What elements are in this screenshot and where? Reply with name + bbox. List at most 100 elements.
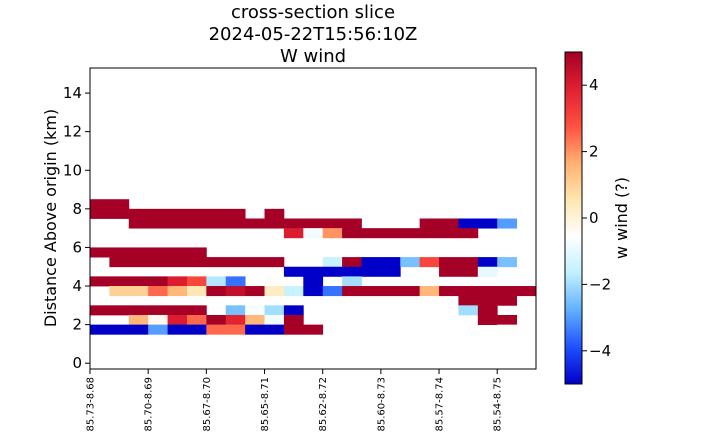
y-tick-label: 6 bbox=[72, 238, 82, 256]
heatmap-cell bbox=[167, 286, 188, 297]
title-line-2: 2024-05-22T15:56:10Z bbox=[209, 24, 418, 45]
heatmap-cell bbox=[458, 295, 517, 306]
heatmap-cell bbox=[283, 324, 324, 335]
colorbar-label: w wind (?) bbox=[612, 177, 631, 259]
x-tick-label: -85.54-8.75 bbox=[493, 377, 504, 432]
heatmap-cell bbox=[458, 218, 498, 229]
heatmap-cell bbox=[245, 305, 265, 316]
y-tick-label: 10 bbox=[63, 161, 82, 179]
heatmap-cell bbox=[264, 286, 285, 297]
y-axis: 0 2 4 6 8 10 12 14 bbox=[63, 84, 90, 372]
heatmap-cell bbox=[90, 208, 130, 219]
heatmap-cell bbox=[419, 257, 440, 268]
heatmap-cell bbox=[477, 305, 498, 316]
y-tick-label: 2 bbox=[72, 316, 82, 334]
heatmap-cell bbox=[439, 257, 479, 268]
heatmap-cell bbox=[128, 314, 149, 326]
y-tick-label: 0 bbox=[72, 354, 82, 372]
heatmap-cell bbox=[342, 276, 362, 287]
y-tick-label: 14 bbox=[63, 84, 82, 102]
x-tick-label: -85.65-8.71 bbox=[260, 377, 271, 432]
heatmap-cell bbox=[245, 314, 265, 326]
heatmap-cell bbox=[477, 314, 518, 326]
heatmap-cell bbox=[264, 208, 285, 219]
heatmap-cell bbox=[303, 228, 324, 239]
heatmap-cell bbox=[186, 314, 207, 326]
colorbar-tick-label: 2 bbox=[589, 143, 599, 161]
heatmap-cell bbox=[90, 199, 130, 210]
heatmap-cell bbox=[245, 324, 285, 335]
heatmap-cell bbox=[303, 276, 324, 287]
heatmap-cell bbox=[264, 276, 285, 287]
heatmap-cell bbox=[342, 257, 362, 268]
x-axis: -85.73-8.68 -85.70-8.69 -85.67-8.70 -85.65-… bbox=[86, 369, 504, 432]
heatmap-cell bbox=[283, 314, 304, 326]
heatmap-cell bbox=[225, 305, 246, 316]
heatmap-cell bbox=[400, 257, 421, 268]
heatmap-cell bbox=[206, 324, 246, 335]
heatmap-cell bbox=[148, 286, 168, 297]
x-tick-label: -85.70-8.69 bbox=[144, 377, 155, 432]
heatmap-cell bbox=[90, 305, 207, 316]
heatmap-cell bbox=[128, 218, 362, 229]
heatmap-cell bbox=[148, 314, 168, 326]
heatmap-cell bbox=[322, 286, 343, 297]
heatmap-cell bbox=[439, 286, 537, 297]
heatmap-cell bbox=[167, 314, 188, 326]
colorbar-ticks: −4 −2 0 2 4 bbox=[582, 76, 611, 360]
heatmap-cell bbox=[342, 286, 421, 297]
heatmap-cell bbox=[128, 208, 246, 219]
heatmap-cell bbox=[245, 286, 265, 297]
heatmap-cell bbox=[186, 286, 207, 297]
heatmap-cell bbox=[303, 286, 324, 297]
x-tick-label: -85.60-8.73 bbox=[376, 377, 387, 432]
heatmap-cell bbox=[90, 324, 149, 335]
heatmap-cell bbox=[497, 218, 518, 229]
heatmap-cell bbox=[167, 276, 188, 287]
title-line-1: cross-section slice bbox=[231, 2, 395, 23]
heatmap-cell bbox=[419, 218, 459, 229]
y-tick-label: 4 bbox=[72, 277, 82, 295]
x-tick-label: -85.62-8.72 bbox=[318, 377, 329, 432]
heatmap-cell bbox=[109, 286, 149, 297]
heatmap-cell bbox=[206, 286, 227, 297]
x-tick-label: -85.73-8.68 bbox=[86, 377, 97, 432]
colorbar bbox=[564, 51, 583, 385]
colorbar-tick-label: 4 bbox=[589, 76, 599, 94]
heatmap-cell bbox=[186, 276, 207, 287]
heatmap-cell bbox=[322, 257, 343, 268]
x-tick-label: -85.57-8.74 bbox=[435, 377, 446, 432]
heatmap-cell bbox=[361, 257, 401, 268]
heatmap-cell bbox=[206, 276, 227, 287]
colorbar-tick-label: −2 bbox=[589, 275, 611, 293]
colorbar-tick-label: −4 bbox=[589, 342, 611, 360]
colorbar-tick-label: 0 bbox=[589, 209, 599, 227]
heatmap-cell bbox=[283, 286, 304, 297]
heatmap-cell bbox=[283, 266, 401, 277]
heatmap-cell bbox=[477, 257, 498, 268]
chart-title: cross-section slice 2024-05-22T15:56:10Z… bbox=[209, 2, 418, 67]
title-line-3: W wind bbox=[280, 46, 346, 67]
heatmap-cell bbox=[458, 305, 479, 316]
plot-area-frame bbox=[89, 67, 537, 370]
heatmap-cell bbox=[322, 228, 343, 239]
heatmap-cell bbox=[225, 314, 246, 326]
heatmap-cell bbox=[497, 257, 518, 268]
heatmap-cell bbox=[264, 314, 285, 326]
heatmap-cell bbox=[439, 266, 479, 277]
heatmap-cell bbox=[225, 286, 246, 297]
heatmap-cell bbox=[477, 266, 498, 277]
heatmap-cell bbox=[264, 305, 285, 316]
heatmap-cell bbox=[90, 276, 168, 287]
heatmap-cell bbox=[283, 305, 304, 316]
heatmap-cell bbox=[342, 228, 479, 239]
y-tick-label: 8 bbox=[72, 200, 82, 218]
heatmap-cell bbox=[109, 257, 285, 268]
y-axis-label: Distance Above origin (km) bbox=[41, 109, 60, 327]
x-tick-label: -85.67-8.70 bbox=[202, 377, 213, 432]
heatmap-cells bbox=[90, 199, 537, 335]
heatmap-cell bbox=[167, 324, 207, 335]
heatmap-cell bbox=[90, 247, 207, 258]
heatmap-cell bbox=[419, 286, 440, 297]
